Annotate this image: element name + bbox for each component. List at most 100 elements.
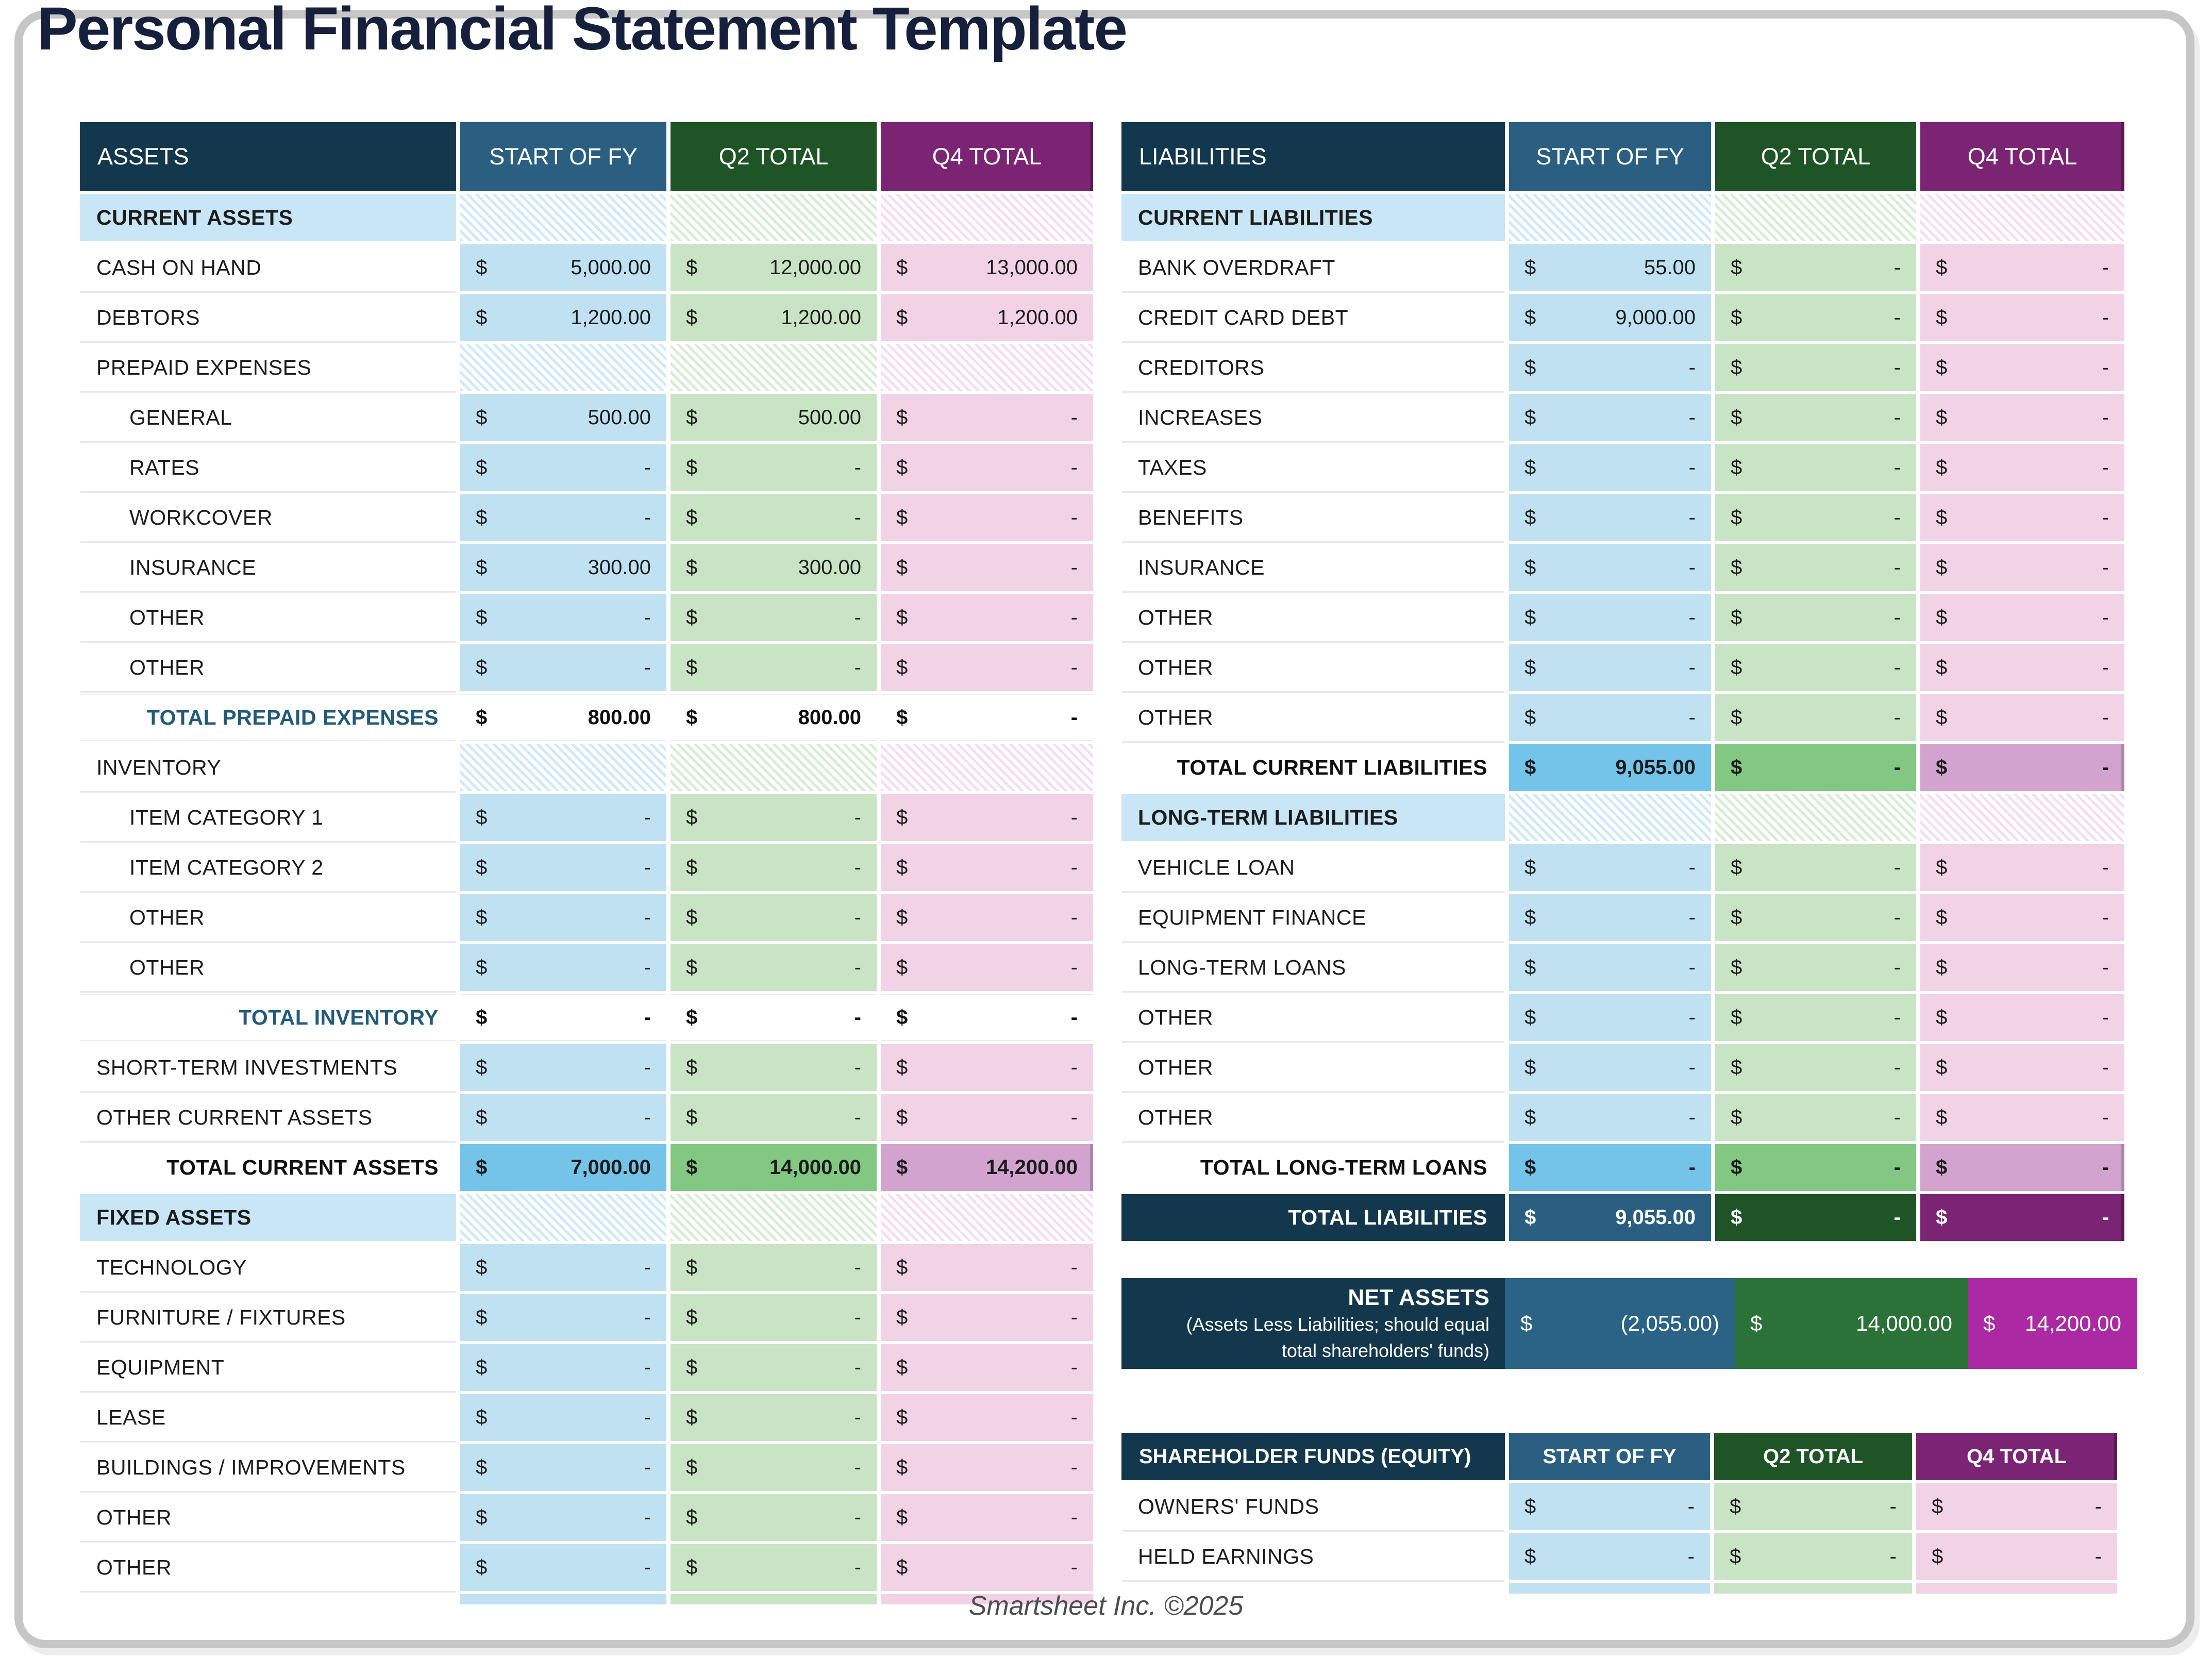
cell-q4-total[interactable]: $ -: [1916, 1483, 2117, 1530]
cell-q4-total[interactable]: $ -: [1920, 544, 2124, 591]
cell-q2-total[interactable]: $ -: [1715, 394, 1916, 441]
cell-start-of-fy[interactable]: $ -: [460, 444, 666, 491]
cell-start-of-fy[interactable]: $ 500.00: [460, 394, 666, 441]
cell-start-of-fy[interactable]: $ -: [1509, 594, 1711, 641]
cell-start-of-fy[interactable]: $ 9,055.00: [1509, 744, 1711, 791]
cell-start-of-fy[interactable]: $ 1,200.00: [460, 294, 666, 341]
cell-q4-total[interactable]: $ -: [1920, 694, 2124, 741]
cell-start-of-fy[interactable]: $ -: [1509, 544, 1711, 591]
cell-q4-total[interactable]: $ -: [881, 1294, 1093, 1341]
cell-q4-total[interactable]: $ -: [881, 1444, 1093, 1491]
cell-q4-total[interactable]: $ -: [1920, 394, 2124, 441]
cell-start-of-fy[interactable]: $ -: [1509, 1533, 1710, 1580]
cell-q2-total[interactable]: $ -: [671, 1494, 877, 1541]
cell-q2-total[interactable]: $ -: [1715, 1144, 1916, 1191]
cell-start-of-fy[interactable]: $ 300.00: [460, 544, 666, 591]
cell-q2-total[interactable]: $ -: [671, 994, 877, 1041]
cell-start-of-fy[interactable]: $ 9,000.00: [1509, 294, 1711, 341]
cell-q2-total[interactable]: $ 300.00: [671, 544, 877, 591]
cell-start-of-fy[interactable]: $ -: [1509, 1044, 1711, 1091]
cell-q4-total[interactable]: $ -: [881, 544, 1093, 591]
cell-q4-total[interactable]: $ -: [881, 1544, 1093, 1591]
cell-q2-total[interactable]: $ -: [671, 1344, 877, 1391]
cell-q2-total[interactable]: $ -: [1715, 444, 1916, 491]
cell-q4-total[interactable]: $ -: [1920, 644, 2124, 691]
cell-start-of-fy[interactable]: $ 7,000.00: [460, 1144, 666, 1191]
cell-start-of-fy[interactable]: $ -: [460, 1444, 666, 1491]
cell-start-of-fy[interactable]: $ 5,000.00: [460, 244, 666, 291]
cell-start-of-fy[interactable]: $ -: [460, 594, 666, 641]
cell-q4-total[interactable]: $ -: [1920, 1144, 2124, 1191]
cell-q2-total[interactable]: $ -: [1715, 894, 1916, 941]
cell-q2-total[interactable]: $ -: [1715, 944, 1916, 991]
cell-q4-total[interactable]: $ -: [1920, 894, 2124, 941]
cell-start-of-fy[interactable]: $ -: [1509, 394, 1711, 441]
cell-start-of-fy[interactable]: $ -: [1509, 944, 1711, 991]
cell-q2-total[interactable]: $ 12,000.00: [671, 244, 877, 291]
cell-q2-total[interactable]: $ -: [671, 1044, 877, 1091]
cell-q4-total[interactable]: $ 1,200.00: [881, 294, 1093, 341]
cell-q2-total[interactable]: $ 500.00: [671, 394, 877, 441]
cell-start-of-fy[interactable]: $ -: [460, 1244, 666, 1291]
cell-q4-total[interactable]: $ -: [881, 644, 1093, 691]
cell-start-of-fy[interactable]: $ -: [460, 994, 666, 1041]
cell-q4-total[interactable]: $ -: [881, 1044, 1093, 1091]
cell-q2-total[interactable]: $ -: [1715, 244, 1916, 291]
cell-start-of-fy[interactable]: $ -: [460, 1344, 666, 1391]
cell-start-of-fy[interactable]: $ -: [460, 494, 666, 541]
cell-start-of-fy[interactable]: $ -: [1509, 494, 1711, 541]
cell-q4-total[interactable]: $ -: [1920, 994, 2124, 1041]
cell-q4-total[interactable]: $ -: [881, 494, 1093, 541]
cell-q4-total[interactable]: $ -: [881, 1344, 1093, 1391]
cell-q2-total[interactable]: $ -: [671, 1294, 877, 1341]
cell-q2-total[interactable]: $ -: [1715, 294, 1916, 341]
cell-q2-total[interactable]: $ -: [671, 1394, 877, 1441]
cell-q4-total[interactable]: $ -: [1920, 594, 2124, 641]
cell-start-of-fy[interactable]: $ -: [1509, 894, 1711, 941]
cell-q4-total[interactable]: $ -: [1920, 444, 2124, 491]
cell-q4-total[interactable]: $ -: [1920, 844, 2124, 891]
cell-q2-total[interactable]: $ -: [671, 794, 877, 841]
cell-q2-total[interactable]: $ -: [1715, 994, 1916, 1041]
cell-q2-total[interactable]: $ -: [1715, 644, 1916, 691]
cell-q2-total[interactable]: $ 800.00: [671, 694, 877, 741]
cell-q4-total[interactable]: $ -: [881, 1494, 1093, 1541]
cell-q2-total[interactable]: $ -: [671, 894, 877, 941]
cell-start-of-fy[interactable]: $ 800.00: [460, 694, 666, 741]
cell-q2-total[interactable]: $ -: [1715, 544, 1916, 591]
cell-q4-total[interactable]: $ -: [1920, 1094, 2124, 1141]
cell-q2-total[interactable]: $ -: [1714, 1483, 1912, 1530]
cell-start-of-fy[interactable]: $ -: [460, 844, 666, 891]
cell-q2-total[interactable]: $ -: [1715, 494, 1916, 541]
cell-q2-total[interactable]: $ -: [671, 844, 877, 891]
cell-q4-total[interactable]: $ -: [1920, 1194, 2124, 1241]
cell-q4-total[interactable]: $ -: [1920, 244, 2124, 291]
cell-start-of-fy[interactable]: $ -: [460, 944, 666, 991]
cell-q4-total[interactable]: $ -: [1920, 744, 2124, 791]
cell-q2-total[interactable]: $ -: [671, 1444, 877, 1491]
cell-q4-total[interactable]: $ -: [881, 1394, 1093, 1441]
cell-q4-total[interactable]: $ -: [881, 1244, 1093, 1291]
cell-start-of-fy[interactable]: $ -: [1509, 1483, 1710, 1530]
cell-start-of-fy[interactable]: $ 9,055.00: [1509, 1194, 1711, 1241]
cell-start-of-fy[interactable]: $ -: [1509, 344, 1711, 391]
cell-q4-total[interactable]: $ -: [881, 994, 1093, 1041]
cell-start-of-fy[interactable]: $ 55.00: [1509, 244, 1711, 291]
cell-q2-total[interactable]: $ -: [671, 944, 877, 991]
cell-start-of-fy[interactable]: $ -: [1509, 1094, 1711, 1141]
cell-q2-total[interactable]: $ -: [1714, 1533, 1912, 1580]
cell-q2-total[interactable]: $ -: [671, 644, 877, 691]
cell-q2-total[interactable]: $ -: [1715, 1194, 1916, 1241]
cell-q2-total[interactable]: $ 14,000.00: [671, 1144, 877, 1191]
cell-q2-total[interactable]: $ -: [671, 494, 877, 541]
cell-start-of-fy[interactable]: $ -: [460, 1394, 666, 1441]
cell-q4-total[interactable]: $ -: [881, 694, 1093, 741]
cell-q2-total[interactable]: $ -: [1715, 744, 1916, 791]
cell-q4-total[interactable]: $ -: [881, 894, 1093, 941]
cell-q2-total[interactable]: $ -: [1715, 594, 1916, 641]
cell-q2-total[interactable]: $ -: [671, 1094, 877, 1141]
cell-q2-total[interactable]: $ -: [1715, 844, 1916, 891]
cell-start-of-fy[interactable]: $ -: [460, 1094, 666, 1141]
cell-q4-total[interactable]: $ -: [881, 844, 1093, 891]
cell-q2-total[interactable]: $ -: [1715, 694, 1916, 741]
